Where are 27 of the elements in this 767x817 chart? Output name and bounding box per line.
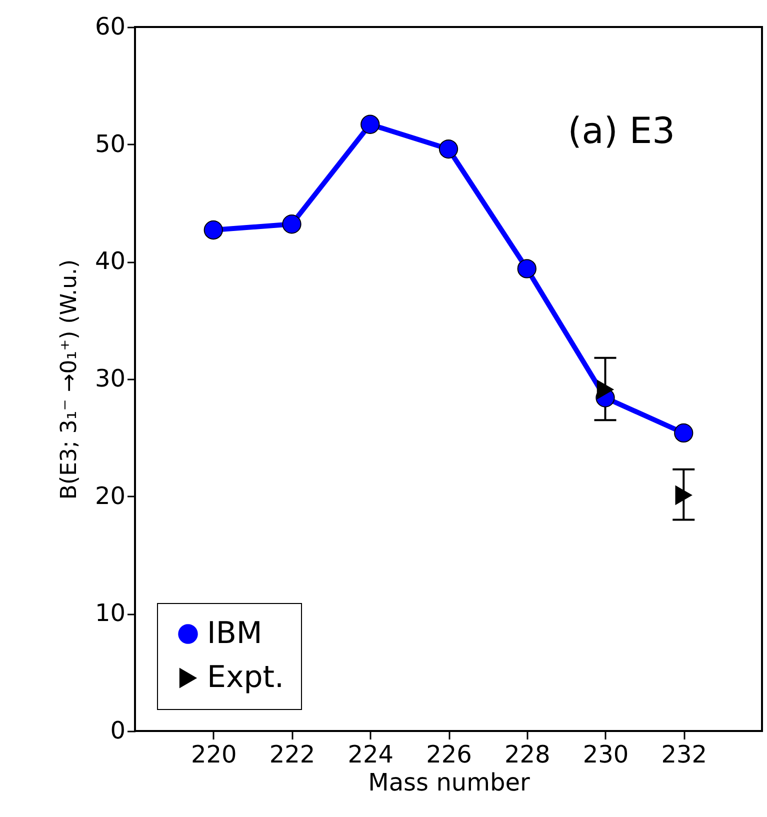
point [282,214,302,234]
y-tick-label: 50 [94,130,126,158]
x-tick-label: 230 [582,740,629,768]
annotation: (a) E3 [568,111,675,152]
y-tick-label: 60 [94,12,126,40]
legend-label: IBM [207,616,262,651]
y-tick-label: 0 [110,716,126,744]
point [204,220,223,240]
x-tick-label: 228 [504,740,550,768]
x-tick-label: 226 [426,740,472,768]
point [674,423,694,443]
point [438,139,458,159]
point [675,486,692,505]
legend-label: Expt. [207,660,284,695]
y-tick-label: 20 [94,482,126,510]
x-tick-label: 220 [190,740,237,768]
y-axis-title: B(E3; 3₁⁻ →0₁⁺) (W.u.) [56,259,82,500]
point [517,259,536,278]
y-tick-label: 30 [94,364,126,392]
point [360,114,380,134]
x-tick-label: 222 [269,740,316,768]
x-axis-title: Mass number [368,768,530,796]
y-tick-label: 40 [94,247,126,276]
x-tick-label: 232 [661,740,708,768]
x-tick-label: 224 [348,740,394,768]
point [596,380,614,400]
y-tick-label: 10 [94,599,126,628]
